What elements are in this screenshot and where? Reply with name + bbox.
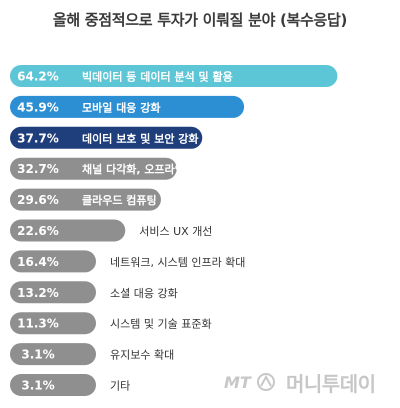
bar — [10, 126, 203, 149]
bar-row: 29.6% 클라우드 컴퓨팅 — [10, 188, 161, 211]
bar-value-label: 3.1% — [21, 379, 54, 393]
bar — [10, 157, 177, 180]
watermark-name: 머니투데이 — [286, 371, 376, 396]
bar-category-label: 소셜 대응 강화 — [110, 287, 178, 300]
watermark-logo-text: MT — [224, 373, 252, 392]
bar-row: 45.9% 모바일 대응 강화 — [10, 95, 245, 118]
bar-value-label: 3.1% — [21, 348, 54, 362]
bar-row: 64.2% 빅데이터 등 데이터 분석 및 활용 — [10, 65, 338, 87]
bar — [10, 219, 126, 242]
bar-row: 16.4% 네트워크, 시스템 인프라 확대 — [10, 250, 245, 273]
bar-row: 3.1% 기타 — [10, 374, 130, 396]
bar — [10, 250, 96, 273]
bar-category-label: 네트워크, 시스템 인프라 확대 — [110, 256, 245, 269]
bar-value-label: 64.2% — [17, 70, 59, 84]
bar-value-label: 13.2% — [17, 286, 59, 300]
bar-row: 37.7% 데이터 보호 및 보안 강화 — [10, 126, 203, 149]
bar-value-label: 29.6% — [17, 193, 59, 207]
bar — [10, 312, 96, 335]
bar-value-label: 37.7% — [17, 131, 59, 145]
bar-value-label: 22.6% — [17, 224, 59, 238]
bar — [10, 188, 161, 211]
bar-row: 3.1% 유지보수 확대 — [10, 343, 174, 366]
chart-title: 올해 중점적으로 투자가 이뤄질 분야 (복수응답) — [52, 11, 348, 29]
bar-category-label: 모바일 대응 강화 — [82, 100, 161, 114]
bar-value-label: 16.4% — [17, 255, 59, 269]
bar-value-label: 45.9% — [17, 100, 59, 114]
bar-category-label: 기타 — [110, 380, 130, 393]
bar-category-label: 빅데이터 등 데이터 분석 및 활용 — [82, 70, 233, 84]
bar-category-label: 서비스 UX 개선 — [139, 225, 212, 238]
bar — [10, 343, 96, 366]
mt-logo-icon: MT — [224, 373, 275, 392]
bar-category-label: 데이터 보호 및 보안 강화 — [82, 131, 199, 145]
bar-row: 11.3% 시스템 및 기술 표준화 — [10, 312, 212, 335]
bar-row: 13.2% 소셜 대응 강화 — [10, 281, 178, 304]
bar-value-label: 11.3% — [17, 317, 59, 331]
bar — [10, 374, 96, 396]
bar-category-label: 채널 다각화, 오프라인 연동 — [82, 162, 209, 176]
bar-category-label: 유지보수 확대 — [110, 349, 174, 362]
bar-category-label: 시스템 및 기술 표준화 — [110, 318, 212, 331]
bar-category-label: 클라우드 컴퓨팅 — [82, 193, 157, 207]
bar — [10, 65, 338, 87]
bar — [10, 95, 245, 118]
bar-row: 22.6% 서비스 UX 개선 — [10, 219, 212, 242]
bar-row: 32.7% 채널 다각화, 오프라인 연동 — [10, 157, 209, 180]
bar-value-label: 32.7% — [17, 162, 59, 176]
bar — [10, 281, 96, 304]
watermark-logo: MT 머니투데이 — [222, 367, 397, 397]
